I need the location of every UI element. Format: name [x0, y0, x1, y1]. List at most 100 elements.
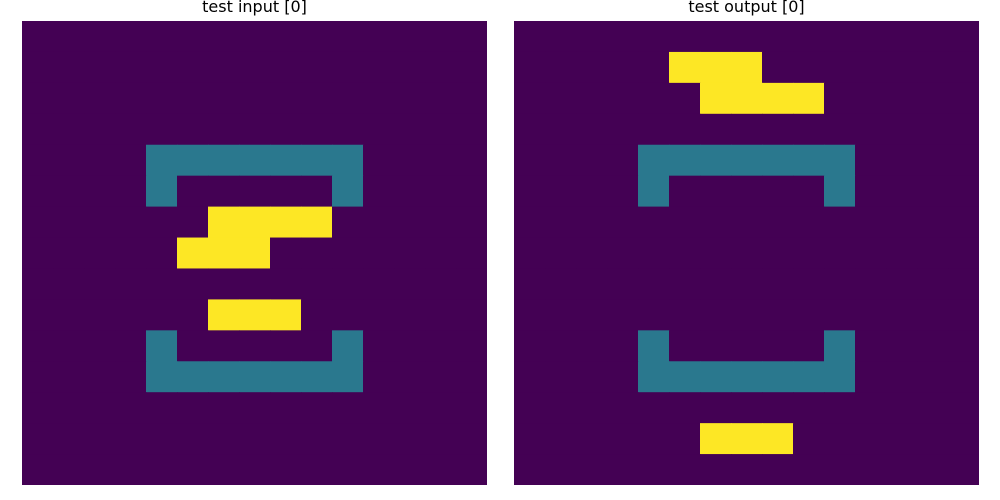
grid-cell-empty — [638, 454, 670, 485]
grid-cell-empty — [638, 206, 670, 239]
grid-cell-empty — [917, 392, 949, 424]
grid-cell-empty — [332, 21, 364, 53]
grid-cell-empty — [394, 51, 426, 84]
grid-cell-yellow — [239, 299, 271, 331]
grid-cell-empty — [824, 454, 856, 485]
grid-cell-empty — [545, 51, 577, 84]
grid-cell-empty — [53, 113, 85, 146]
grid-cell-empty — [115, 361, 147, 393]
grid-cell-empty — [177, 206, 209, 239]
grid-cell-yellow — [208, 299, 240, 331]
grid-cell-empty — [53, 144, 85, 177]
grid-cell-empty — [700, 175, 732, 208]
grid-cell-empty — [607, 51, 639, 84]
grid-cell-empty — [425, 206, 457, 239]
grid-cell-empty — [177, 330, 209, 362]
grid-cell-empty — [177, 268, 209, 300]
grid-cell-empty — [239, 113, 271, 146]
grid-cell-empty — [824, 299, 856, 331]
grid-cell-empty — [576, 144, 608, 177]
grid-cell-empty — [669, 175, 701, 208]
grid-cell-empty — [762, 51, 794, 84]
grid-cell-teal — [638, 361, 670, 393]
grid-cell-empty — [917, 330, 949, 362]
grid-cell-empty — [948, 237, 979, 270]
grid-cell-empty — [146, 113, 178, 146]
grid-cell-empty — [456, 175, 487, 208]
grid-cell-empty — [948, 206, 979, 239]
grid-cell-empty — [700, 392, 732, 424]
grid-cell-empty — [84, 82, 116, 115]
grid-cell-empty — [793, 51, 825, 84]
grid-cell-empty — [270, 392, 302, 424]
grid-cell-empty — [638, 51, 670, 84]
grid-cell-empty — [456, 423, 487, 455]
grid-cell-empty — [22, 82, 54, 115]
grid-cell-empty — [948, 361, 979, 393]
grid-cell-yellow — [731, 82, 763, 115]
grid-cell-empty — [669, 206, 701, 239]
grid-cell-empty — [53, 82, 85, 115]
grid-cell-empty — [53, 423, 85, 455]
grid-cell-empty — [948, 51, 979, 84]
grid-cell-empty — [514, 237, 546, 270]
grid-cell-empty — [607, 454, 639, 485]
grid-cell-empty — [22, 144, 54, 177]
grid-cell-yellow — [270, 206, 302, 239]
grid-cell-empty — [146, 454, 178, 485]
grid-cell-empty — [886, 423, 918, 455]
grid-cell-empty — [394, 175, 426, 208]
grid-cell-teal — [669, 361, 701, 393]
grid-cell-empty — [425, 423, 457, 455]
grid-cell-empty — [425, 113, 457, 146]
grid-cell-empty — [855, 268, 887, 300]
grid-cell-empty — [824, 237, 856, 270]
grid-cell-empty — [607, 82, 639, 115]
grid-cell-empty — [545, 361, 577, 393]
grid-cell-empty — [146, 51, 178, 84]
grid-cell-empty — [270, 113, 302, 146]
grid-cell-empty — [22, 113, 54, 146]
grid-cell-teal — [700, 361, 732, 393]
grid-cell-empty — [793, 21, 825, 53]
grid-cell-empty — [917, 113, 949, 146]
grid-cell-empty — [669, 21, 701, 53]
grid-cell-teal — [332, 361, 364, 393]
grid-cell-empty — [948, 113, 979, 146]
grid-cell-empty — [917, 423, 949, 455]
grid-cell-empty — [948, 144, 979, 177]
grid-cell-empty — [425, 175, 457, 208]
grid-cell-empty — [239, 21, 271, 53]
grid-cell-empty — [301, 330, 333, 362]
grid-cell-teal — [270, 361, 302, 393]
grid-cell-empty — [332, 113, 364, 146]
grid-cell-empty — [146, 423, 178, 455]
grid-cell-empty — [239, 330, 271, 362]
grid-cell-empty — [545, 299, 577, 331]
grid-cell-empty — [177, 454, 209, 485]
grid-cell-empty — [270, 51, 302, 84]
grid-cell-empty — [638, 423, 670, 455]
grid-cell-empty — [84, 51, 116, 84]
grid-cell-empty — [270, 21, 302, 53]
grid-cell-teal — [177, 361, 209, 393]
grid-cell-teal — [638, 175, 670, 208]
grid-cell-empty — [576, 51, 608, 84]
grid-cell-teal — [638, 144, 670, 177]
grid-cell-teal — [146, 330, 178, 362]
grid-cell-empty — [948, 423, 979, 455]
grid-cell-empty — [917, 361, 949, 393]
grid-cell-empty — [394, 237, 426, 270]
grid-cell-empty — [793, 454, 825, 485]
grid-cell-empty — [425, 144, 457, 177]
grid-cell-empty — [301, 299, 333, 331]
grid-cell-empty — [762, 268, 794, 300]
grid-cell-empty — [545, 268, 577, 300]
grid-cell-empty — [394, 299, 426, 331]
grid-cell-empty — [177, 51, 209, 84]
grid-cell-empty — [700, 237, 732, 270]
grid-cell-empty — [731, 268, 763, 300]
grid-cell-empty — [301, 21, 333, 53]
grid-cell-empty — [793, 113, 825, 146]
grid-cell-empty — [514, 21, 546, 53]
